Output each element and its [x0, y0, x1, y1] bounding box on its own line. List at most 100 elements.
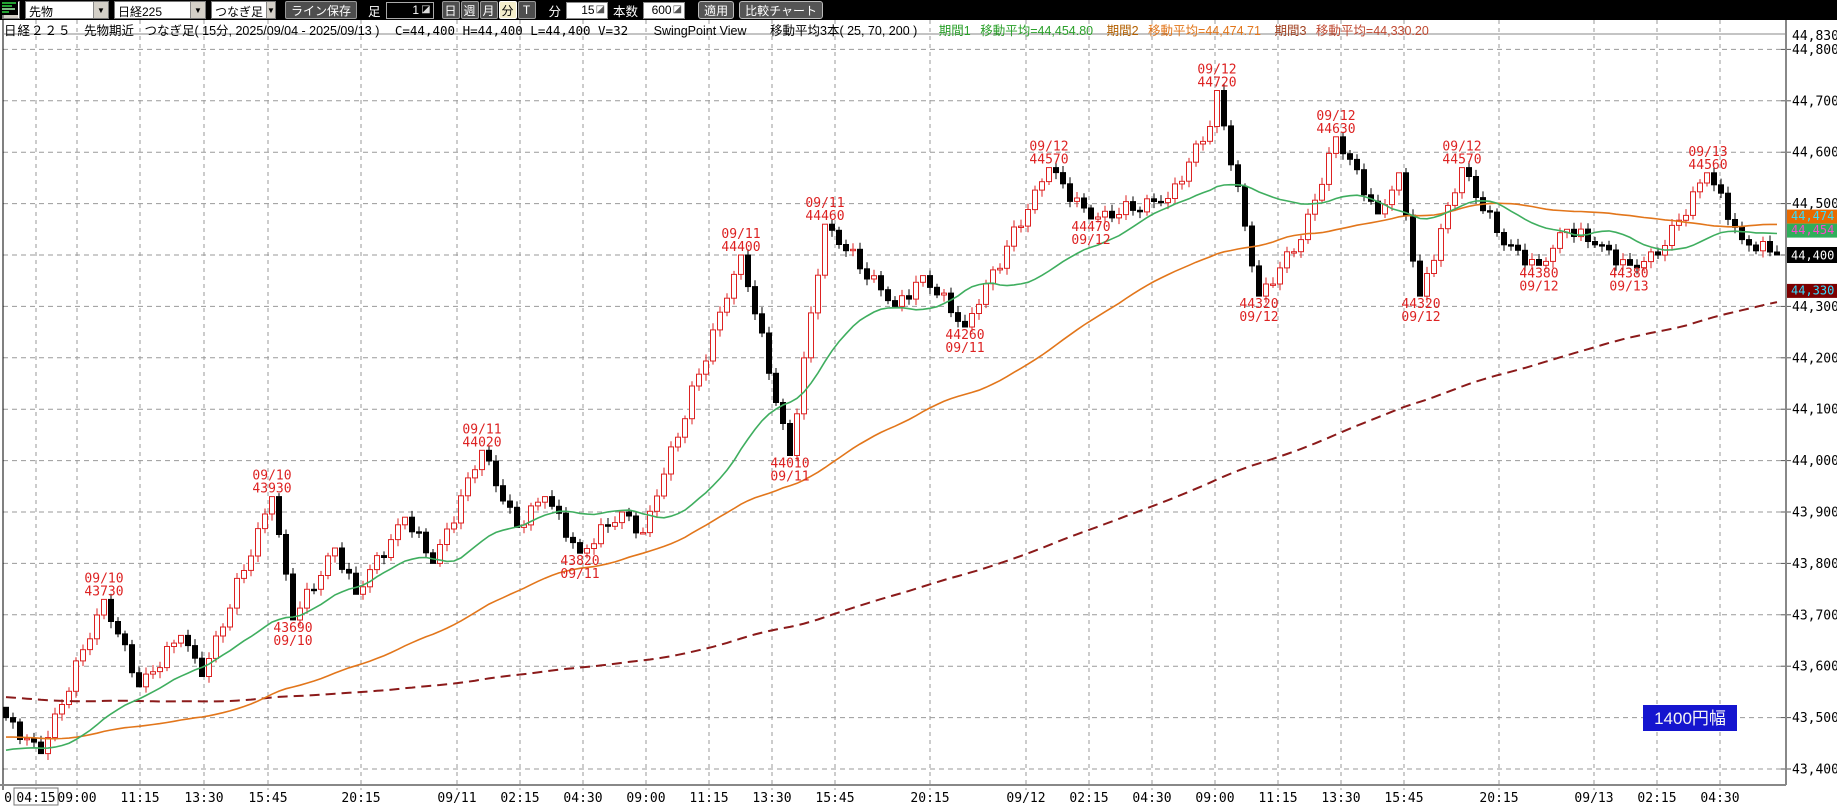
svg-text:1400円幅: 1400円幅 — [1654, 709, 1726, 728]
svg-text:44,454.: 44,454. — [1791, 223, 1837, 237]
svg-text:44,830.: 44,830. — [1792, 29, 1837, 44]
ma1-value: 移動平均=44,454.80 — [980, 24, 1094, 38]
svg-text:04:30: 04:30 — [1700, 791, 1739, 806]
svg-text:09/11: 09/11 — [462, 422, 501, 437]
chart-type-combo-value: つなぎ足 — [215, 5, 264, 19]
period-button-day[interactable]: 日 — [441, 1, 460, 19]
svg-text:43,800.: 43,800. — [1792, 557, 1837, 572]
period-button-week[interactable]: 週 — [460, 1, 479, 19]
svg-text:43,700.: 43,700. — [1792, 608, 1837, 623]
svg-text:44020: 44020 — [462, 435, 501, 450]
x-axis-labels: 0 04:15 09:00 11:15 13:30 15:45 20:15 09/11 02:1… — [4, 787, 1740, 806]
svg-text:09/13: 09/13 — [1688, 145, 1727, 160]
svg-text:44,100.: 44,100. — [1792, 403, 1837, 418]
svg-text:09:00: 09:00 — [1195, 791, 1234, 806]
symbol-title: 日経２２５ — [4, 24, 72, 38]
svg-text:09/12: 09/12 — [1401, 310, 1440, 325]
svg-text:0: 0 — [4, 791, 12, 806]
svg-text:15:45: 15:45 — [248, 791, 287, 806]
chart-type-combo[interactable]: つなぎ足 ▼ — [211, 1, 276, 19]
svg-text:09/11: 09/11 — [945, 341, 984, 356]
x-grid-layer — [35, 20, 1721, 790]
svg-text:44,400: 44,400 — [1791, 249, 1834, 263]
spinner-icon[interactable]: ◪ — [595, 4, 606, 15]
period-button-group: 日 週 月 分 T — [441, 1, 536, 19]
svg-text:11:15: 11:15 — [1258, 791, 1297, 806]
toolbar: ▼ 先物 ▼ 日経225 ▼ つなぎ足 ▼ ライン保存 足 1 ◪ 日 週 月 … — [0, 0, 1837, 20]
swingpoint-label: SwingPoint View — [653, 24, 747, 38]
spinner-icon[interactable]: ◪ — [421, 4, 431, 15]
svg-text:44570: 44570 — [1442, 153, 1481, 168]
svg-text:44,000.: 44,000. — [1792, 454, 1837, 469]
period-button-month[interactable]: 月 — [479, 1, 498, 19]
svg-text:09:00: 09:00 — [626, 791, 665, 806]
svg-text:43,400.: 43,400. — [1792, 763, 1837, 778]
svg-text:02:15: 02:15 — [1069, 791, 1108, 806]
symbol-combo[interactable]: 日経225 ▼ — [114, 1, 206, 19]
ma25-line — [5, 183, 1778, 751]
y-grid-layer: 43,400. 43,500. 43,600. 43,700. 43,800. 43,90… — [3, 29, 1837, 778]
svg-text:09:00: 09:00 — [57, 791, 96, 806]
period-button-tick[interactable]: T — [517, 1, 536, 19]
chevron-down-icon[interactable]: ▼ — [93, 2, 108, 18]
svg-text:09/11: 09/11 — [770, 470, 809, 485]
compare-chart-button[interactable]: 比較チャート — [739, 1, 823, 19]
count-label: 本数 — [613, 4, 639, 19]
svg-text:09/11: 09/11 — [805, 196, 844, 211]
info-bar: 日経２２５ 先物期近 つなぎ足( 15分, 2025/09/04 - 2025/… — [0, 20, 1837, 38]
svg-text:13:30: 13:30 — [752, 791, 791, 806]
spinner-icon[interactable]: ◪ — [672, 4, 683, 15]
instrument-combo[interactable]: 先物 ▼ — [25, 1, 109, 19]
ohlc-readout: C=44,400 H=44,400 L=44,400 V=32 — [394, 23, 629, 38]
svg-text:09/13: 09/13 — [1574, 791, 1613, 806]
svg-text:20:15: 20:15 — [341, 791, 380, 806]
svg-text:44,474.: 44,474. — [1791, 209, 1837, 223]
save-lines-button[interactable]: ライン保存 — [285, 1, 358, 19]
bar-multiplier-value: 1 — [412, 3, 420, 17]
chart-frame — [0, 20, 1787, 790]
svg-text:44380: 44380 — [1519, 266, 1558, 281]
svg-text:44400: 44400 — [721, 240, 760, 255]
chevron-down-icon[interactable]: ▼ — [266, 2, 275, 18]
svg-text:13:30: 13:30 — [184, 791, 223, 806]
symbol-combo-value: 日経225 — [118, 5, 163, 19]
svg-text:09/12: 09/12 — [1519, 279, 1558, 294]
ma-config-label: 移動平均3本( 25, 70, 200 ) — [770, 24, 918, 38]
chevron-down-icon[interactable]: ▼ — [190, 2, 205, 18]
chart-spec: つなぎ足( 15分, 2025/09/04 - 2025/09/13 ) — [144, 24, 380, 38]
svg-text:09/12: 09/12 — [1006, 791, 1045, 806]
minute-value: 15 — [581, 3, 595, 17]
svg-text:44720: 44720 — [1197, 76, 1236, 91]
svg-text:44,300.: 44,300. — [1792, 300, 1837, 315]
minute-input[interactable]: 15 ◪ — [566, 1, 609, 19]
period-button-minute[interactable]: 分 — [498, 1, 517, 19]
count-input[interactable]: 600 ◪ — [643, 1, 686, 19]
svg-text:44320: 44320 — [1239, 297, 1278, 312]
ma2-period-label: 期間2 — [1106, 24, 1139, 38]
svg-text:44570: 44570 — [1029, 153, 1068, 168]
svg-text:44470: 44470 — [1071, 220, 1110, 235]
ma3-value: 移動平均=44,330.20 — [1315, 24, 1429, 38]
svg-text:11:15: 11:15 — [120, 791, 159, 806]
candles-layer — [3, 84, 1780, 760]
minute-label: 分 — [548, 4, 562, 19]
svg-text:43930: 43930 — [252, 482, 291, 497]
ma3-period-label: 期間3 — [1274, 24, 1307, 38]
svg-text:43730: 43730 — [84, 584, 123, 599]
svg-text:09/12: 09/12 — [1029, 140, 1068, 155]
bar-label: 足 — [368, 4, 381, 19]
svg-text:43690: 43690 — [273, 621, 312, 636]
svg-text:44,600.: 44,600. — [1792, 146, 1837, 161]
svg-text:04:30: 04:30 — [1132, 791, 1171, 806]
svg-text:44,200.: 44,200. — [1792, 351, 1837, 366]
bar-multiplier-input[interactable]: 1 ◪ — [385, 1, 434, 19]
svg-text:09/12: 09/12 — [1442, 140, 1481, 155]
ma2-value: 移動平均=44,474.71 — [1148, 24, 1261, 38]
svg-text:15:45: 15:45 — [1384, 791, 1423, 806]
svg-text:44460: 44460 — [805, 209, 844, 224]
svg-text:43,500.: 43,500. — [1792, 711, 1837, 726]
svg-text:44630: 44630 — [1316, 122, 1355, 137]
apply-button[interactable]: 適用 — [698, 1, 735, 19]
